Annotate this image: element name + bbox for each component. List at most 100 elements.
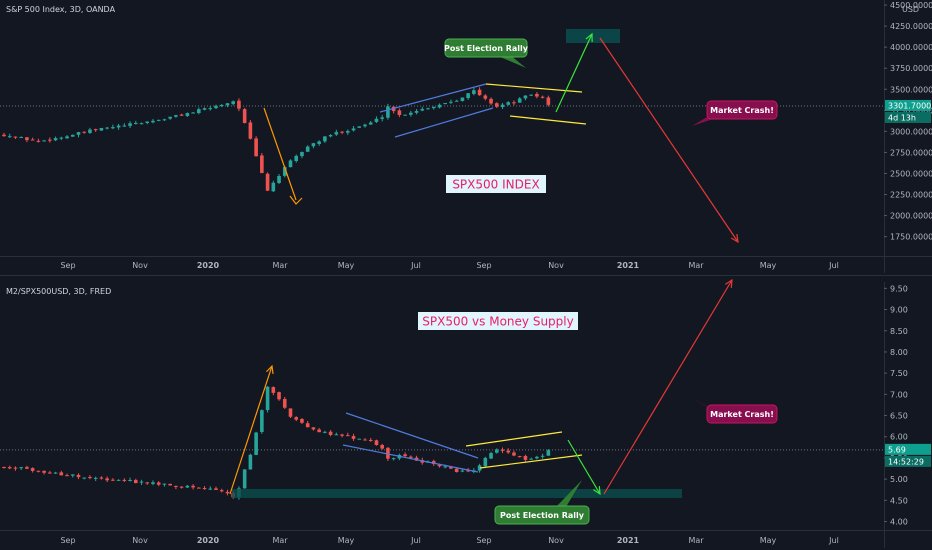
post-election-callout[interactable] xyxy=(444,38,528,58)
countdown-value: 14:52:29 xyxy=(888,457,924,466)
panel-title-box xyxy=(418,312,578,330)
candle-body xyxy=(288,160,293,168)
candle-body xyxy=(294,417,299,420)
x-tick-label: Mar xyxy=(688,536,704,545)
candle-body xyxy=(53,138,58,141)
spx500-index-panel[interactable]: 4500.0000 4250.0000 4000.0000 3750.0000 3500… xyxy=(0,0,932,273)
market-crash-callout[interactable] xyxy=(706,404,778,424)
candle-body xyxy=(489,98,493,104)
panel-title: SPX500 INDEX xyxy=(452,178,539,192)
market-crash-callout[interactable] xyxy=(706,100,778,120)
candle-body xyxy=(25,467,29,469)
candle-body xyxy=(19,467,23,469)
post-election-callout-text: Post Election Rally xyxy=(500,511,585,520)
m2-spx500-panel[interactable]: 9.509.008.508.007.507.006.506.005.505.00… xyxy=(0,278,932,548)
y-tick-label: 1750.0000 xyxy=(890,233,932,242)
symbol-header[interactable]: M2/SPX500USD, 3D, FRED xyxy=(6,287,111,296)
wedge-lower-line[interactable] xyxy=(479,454,583,469)
candle-body xyxy=(489,453,493,459)
x-tick-label: Mar xyxy=(688,261,704,270)
candle-body xyxy=(483,457,488,467)
candle-body xyxy=(311,427,316,430)
surge-arrow[interactable] xyxy=(603,279,733,495)
x-tick-label: Mar xyxy=(272,261,288,270)
candle-body xyxy=(168,483,172,486)
candle-body xyxy=(231,101,235,105)
candle-body xyxy=(13,136,18,138)
candle-body xyxy=(19,136,23,138)
wedge-lower-line[interactable] xyxy=(509,115,587,125)
candle-body xyxy=(477,465,482,471)
y-tick-label: 2750.0000 xyxy=(890,148,932,157)
channel-lower-line[interactable] xyxy=(394,107,494,138)
candle-body xyxy=(76,132,81,135)
drop-arrow[interactable] xyxy=(567,439,601,495)
candle-body xyxy=(116,125,121,128)
candle-body xyxy=(248,454,253,470)
candle-body xyxy=(179,114,184,116)
candle-body xyxy=(391,458,396,460)
candle-body xyxy=(357,126,362,128)
y-tick-label: 4000.0000 xyxy=(890,43,932,52)
y-tick-label: 4250.0000 xyxy=(890,22,932,31)
candle-body xyxy=(82,477,87,479)
crash-trendline[interactable] xyxy=(263,107,297,201)
candle-body xyxy=(546,97,551,105)
post-election-callout[interactable] xyxy=(494,505,590,525)
candle-body xyxy=(116,479,121,481)
candle-body xyxy=(168,116,172,119)
candle-body xyxy=(294,155,299,162)
candle-body xyxy=(277,175,281,183)
candle-body xyxy=(93,477,98,479)
candle-body xyxy=(414,111,419,113)
x-tick-label: 2020 xyxy=(197,261,220,270)
candle-body xyxy=(36,470,41,472)
rally-arrow-head xyxy=(585,32,593,43)
candle-body xyxy=(133,479,138,484)
crash-arrow[interactable] xyxy=(599,37,739,243)
candle-body xyxy=(162,483,167,485)
candle-body xyxy=(111,127,115,129)
rally-trendline[interactable] xyxy=(229,365,273,495)
channel-upper-line[interactable] xyxy=(345,412,479,459)
wedge-upper-line[interactable] xyxy=(465,431,563,447)
symbol-header[interactable]: S&P 500 Index, 3D, OANDA xyxy=(6,5,116,14)
x-tick-label: Jul xyxy=(828,536,839,545)
candle-body xyxy=(334,434,339,436)
candle-body xyxy=(506,450,511,453)
channel-lower-line[interactable] xyxy=(342,444,479,473)
candle-body xyxy=(70,474,75,476)
candle-body xyxy=(242,109,247,123)
candle-body xyxy=(466,470,470,472)
crash-trendline-head xyxy=(289,195,303,205)
candle-body xyxy=(409,112,413,115)
candle-body xyxy=(431,461,436,464)
x-tick-label: Jul xyxy=(828,261,839,270)
candle-body xyxy=(431,106,436,109)
currency-label: USD xyxy=(902,5,919,14)
candle-body xyxy=(99,127,104,131)
candle-body xyxy=(271,387,276,393)
market-crash-callout-text: Market Crash! xyxy=(710,410,774,419)
x-tick-label: May xyxy=(338,536,355,545)
x-tick-label: 2021 xyxy=(617,536,640,545)
candle-body xyxy=(483,95,488,99)
channel-upper-line[interactable] xyxy=(379,83,487,113)
candle-body xyxy=(48,139,52,141)
candle-body xyxy=(59,472,64,476)
candle-body xyxy=(409,456,413,458)
candle-body xyxy=(529,94,533,96)
rally-arrow[interactable] xyxy=(555,33,593,113)
panel-title: SPX500 vs Money Supply xyxy=(422,315,573,329)
candle-body xyxy=(260,155,264,173)
candle-body xyxy=(477,89,482,96)
candle-body xyxy=(317,429,321,433)
countdown-value: 4d 13h xyxy=(888,113,916,122)
candle-body xyxy=(151,120,155,123)
last-price-value: 5.69 xyxy=(888,445,906,454)
candle-body xyxy=(506,102,511,105)
candle-body xyxy=(202,488,207,490)
candle-body xyxy=(277,392,281,400)
candle-body xyxy=(30,468,35,471)
